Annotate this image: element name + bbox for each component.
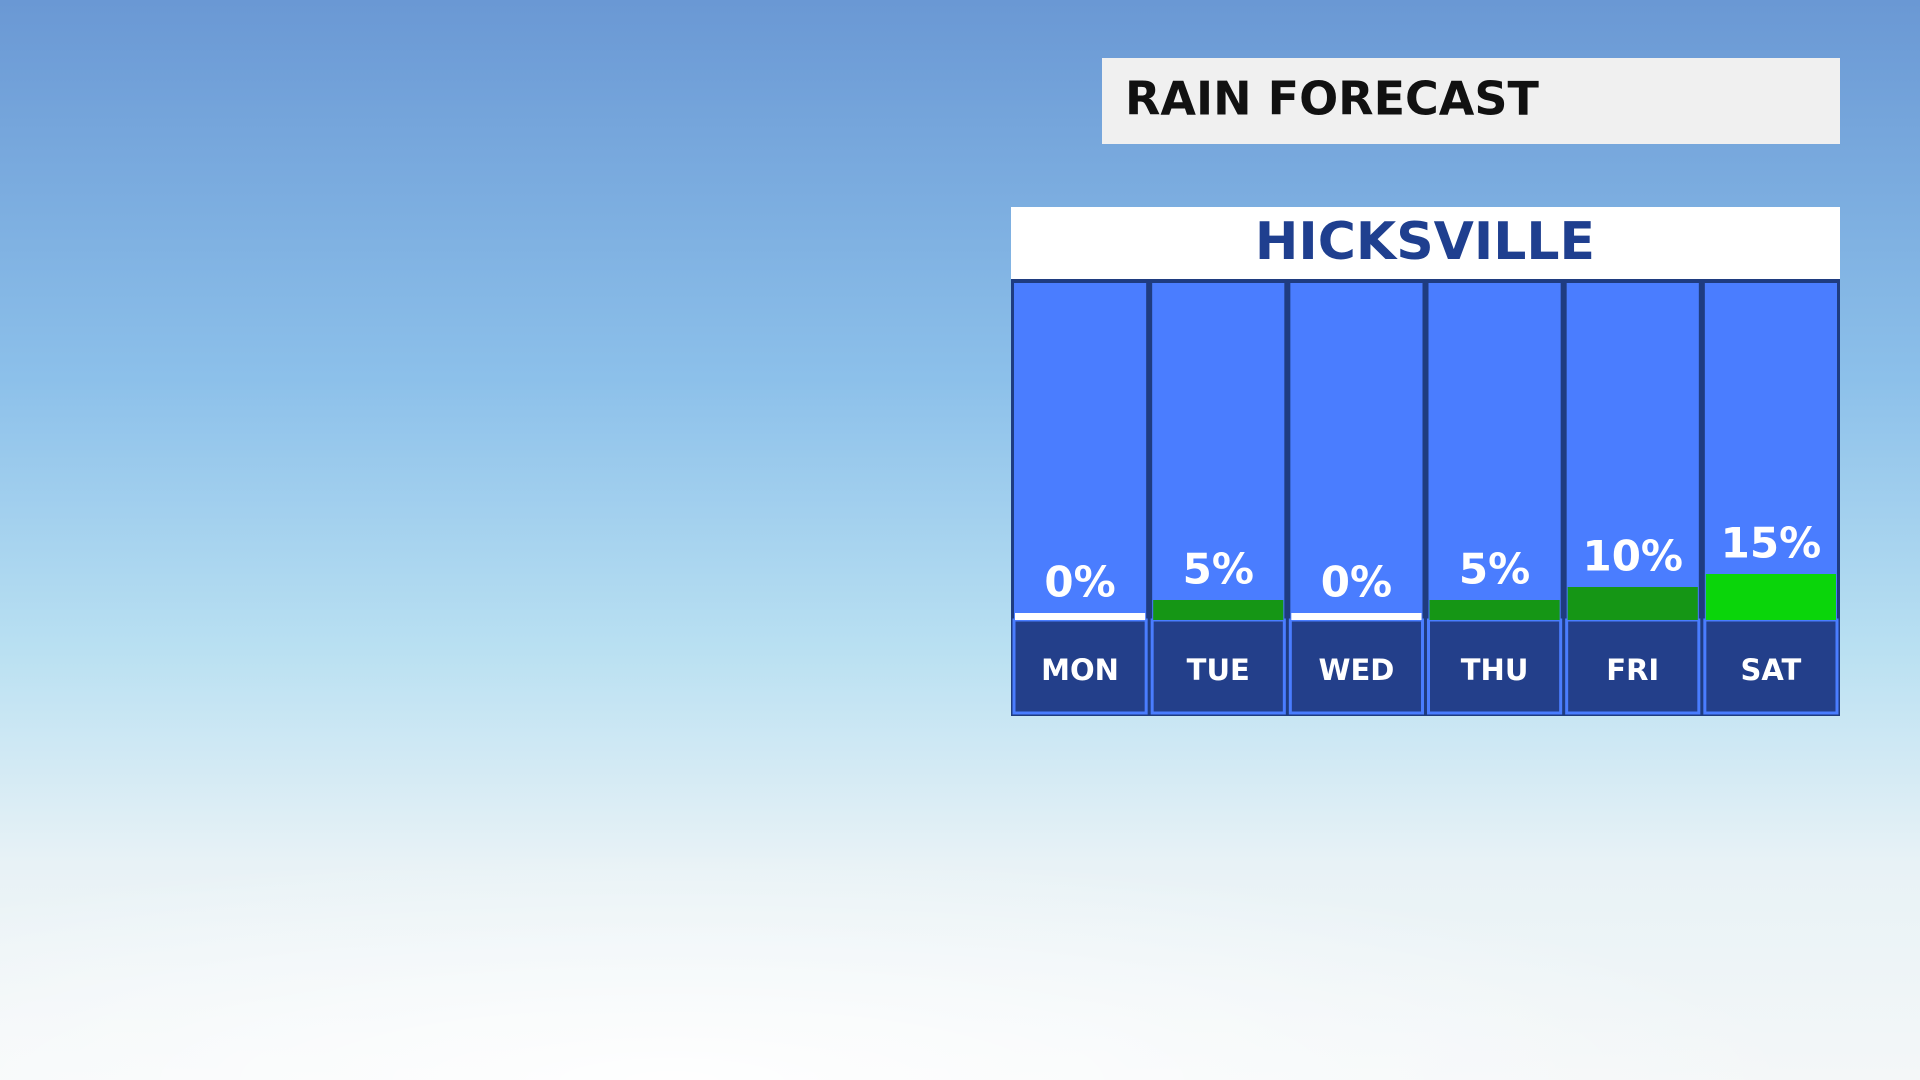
day-cell	[1012, 618, 1148, 715]
value-label: 0%	[1044, 558, 1115, 607]
title-box	[1102, 58, 1840, 144]
chart-title: RAIN FORECAST	[1125, 72, 1540, 126]
value-label: 15%	[1721, 519, 1822, 568]
column	[1014, 283, 1147, 620]
day-cell	[1703, 618, 1839, 715]
value-label: 5%	[1183, 545, 1254, 594]
value-label: 10%	[1582, 532, 1683, 581]
x-tick-label: SAT	[1740, 653, 1801, 687]
value-label: 0%	[1321, 558, 1392, 607]
bar	[1153, 600, 1284, 620]
column	[1152, 283, 1285, 620]
bar	[1429, 600, 1560, 620]
x-tick-label: FRI	[1606, 653, 1659, 687]
day-cell	[1565, 618, 1701, 715]
clouds	[0, 700, 1920, 1080]
bar	[1015, 613, 1146, 620]
bar	[1705, 574, 1836, 620]
panel	[1011, 279, 1840, 716]
x-tick-label: WED	[1318, 653, 1394, 687]
location-header	[1011, 207, 1840, 279]
value-label: 5%	[1459, 545, 1530, 594]
x-tick-label: TUE	[1187, 653, 1250, 687]
column	[1704, 283, 1837, 620]
column	[1290, 283, 1423, 620]
location-title: HICKSVILLE	[1255, 212, 1595, 272]
column	[1428, 283, 1561, 620]
bar	[1291, 613, 1422, 620]
x-tick-label: MON	[1041, 653, 1119, 687]
x-tick-label: THU	[1461, 653, 1529, 687]
bar	[1567, 587, 1698, 620]
column	[1566, 283, 1699, 620]
